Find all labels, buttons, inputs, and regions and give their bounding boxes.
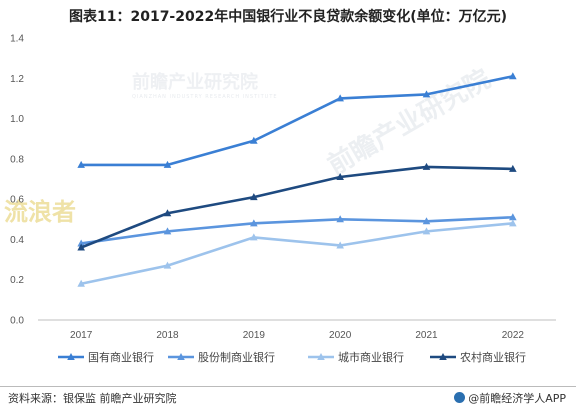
brand-logo-icon: [454, 392, 466, 403]
x-tick-label: 2017: [70, 330, 93, 341]
data-point: [250, 219, 258, 227]
data-point: [250, 233, 258, 241]
data-point: [77, 279, 85, 287]
x-tick-label: 2019: [243, 330, 266, 341]
data-point: [163, 160, 172, 168]
data-point: [77, 239, 85, 247]
data-point: [509, 213, 517, 221]
y-tick-label: 0.2: [10, 275, 24, 286]
legend-item: 国有商业银行: [58, 350, 154, 364]
series-2: [77, 213, 517, 247]
series-1: [77, 72, 517, 168]
data-point: [509, 219, 517, 227]
legend-label: 股份制商业银行: [198, 350, 275, 364]
y-tick-label: 1.4: [10, 34, 24, 45]
series-line: [80, 215, 513, 245]
line-chart: 0.0 0.2 0.4 0.6 0.8 1.0 1.2 1.4 2017 2018 2019 2020…: [10, 34, 556, 364]
legend-swatch-marker: [439, 353, 447, 360]
brand-credit: @前瞻经济学人APP: [454, 390, 566, 406]
data-point: [509, 164, 517, 172]
brand-text: @前瞻经济学人APP: [468, 392, 566, 405]
legend-item: 城市商业银行: [308, 350, 404, 364]
data-point: [336, 241, 344, 249]
y-tick-label: 1.0: [10, 114, 24, 125]
data-point: [250, 136, 258, 144]
legend-swatch-marker: [177, 353, 185, 360]
y-tick-label: 0.6: [10, 195, 24, 206]
data-point: [163, 227, 172, 235]
legend: 国有商业银行 股份制商业银行 城市商业银行 农村商业银行: [58, 350, 526, 364]
data-point: [422, 227, 431, 235]
data-point: [336, 172, 344, 180]
source-note: 资料来源：银保监 前瞻产业研究院: [8, 392, 177, 405]
data-point: [77, 243, 85, 251]
footer: 资料来源：银保监 前瞻产业研究院 @前瞻经济学人APP: [0, 386, 576, 409]
x-tick-label: 2018: [156, 330, 179, 341]
x-tick-label: 2020: [329, 330, 352, 341]
series-3: [77, 219, 517, 287]
y-tick-label: 0.0: [10, 316, 24, 327]
series-4: [77, 162, 517, 251]
series-line: [80, 222, 513, 286]
y-tick-label: 1.2: [10, 74, 24, 85]
series-line: [81, 74, 514, 167]
legend-label: 国有商业银行: [88, 350, 154, 364]
data-point: [250, 193, 258, 201]
legend-swatch-marker: [67, 353, 75, 360]
legend-item: 股份制商业银行: [168, 350, 275, 364]
data-point: [422, 90, 431, 98]
y-tick-label: 0.4: [10, 235, 24, 246]
axis-layer: 0.0 0.2 0.4 0.6 0.8 1.0 1.2 1.4 2017 2018 2019 2020…: [10, 34, 556, 341]
data-point: [509, 72, 517, 80]
legend-label: 农村商业银行: [460, 350, 526, 364]
legend-label: 城市商业银行: [338, 350, 404, 364]
y-tick-label: 0.8: [10, 154, 24, 165]
series-line: [80, 165, 513, 249]
data-point: [163, 261, 172, 269]
data-point: [422, 162, 431, 170]
legend-item: 农村商业银行: [430, 350, 526, 364]
data-point: [163, 209, 172, 217]
chart-title: 图表11：2017-2022年中国银行业不良贷款余额变化(单位：万亿元): [68, 9, 508, 25]
data-point: [336, 215, 344, 223]
data-point: [77, 160, 85, 168]
data-point: [422, 217, 431, 225]
series-layer: [77, 72, 517, 287]
x-tick-label: 2021: [415, 330, 438, 341]
data-point: [336, 94, 344, 102]
x-tick-label: 2022: [502, 330, 525, 341]
legend-swatch-marker: [317, 353, 325, 360]
